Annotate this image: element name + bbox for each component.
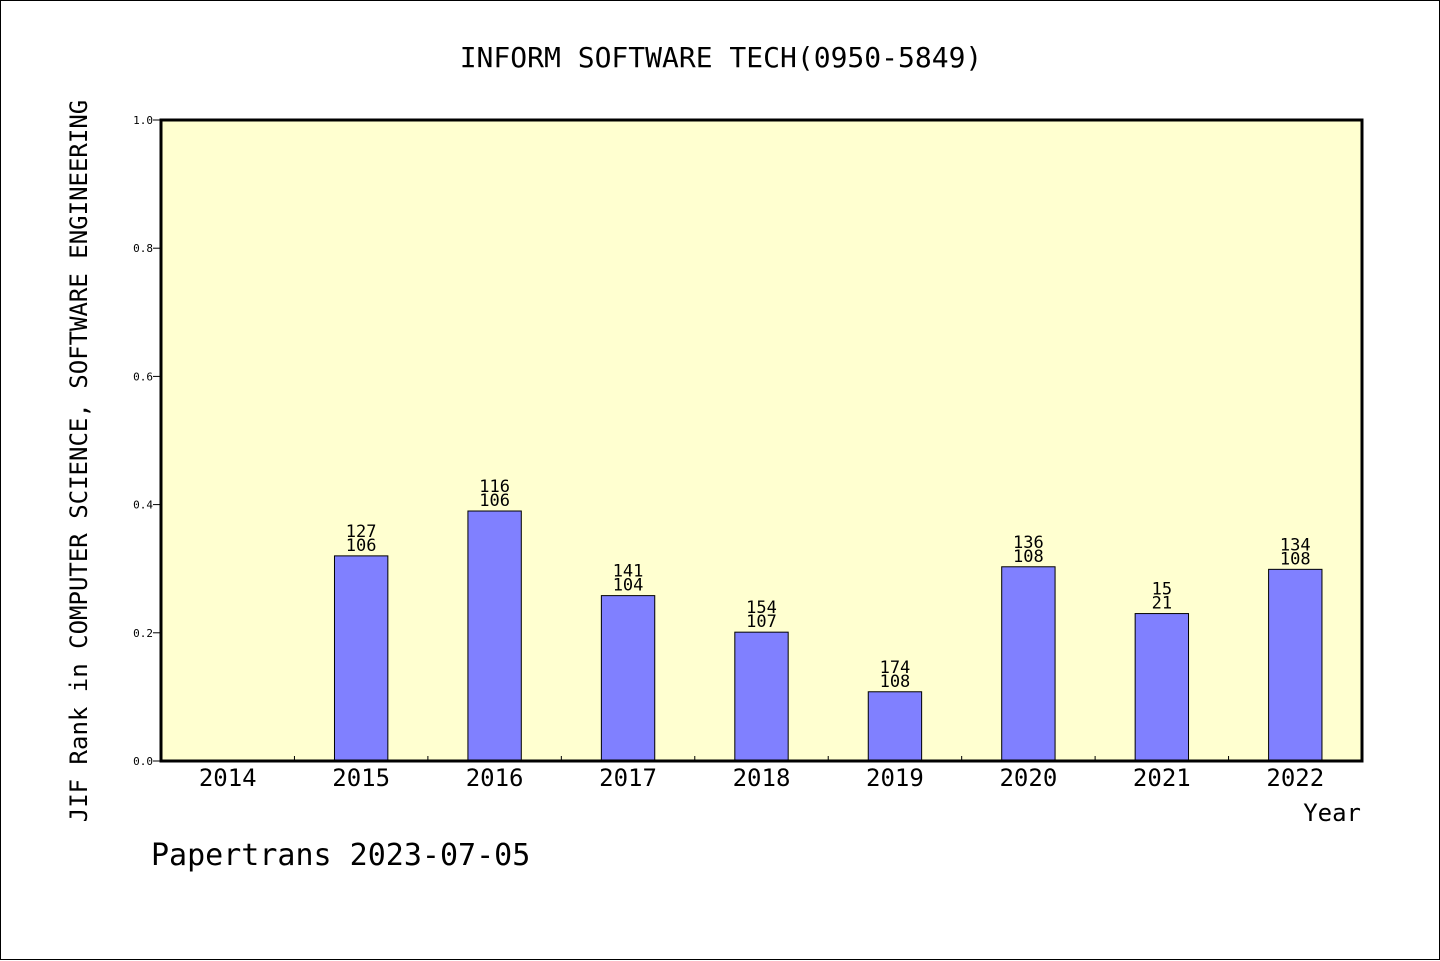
x-tick-label: 2019	[866, 764, 924, 792]
x-axis-label: Year	[1303, 799, 1361, 827]
x-tick-label: 2014	[199, 764, 257, 792]
bar-rank-label: 134	[1280, 535, 1311, 555]
x-tick-label: 2020	[999, 764, 1057, 792]
bar-rank-label: 15	[1152, 580, 1172, 600]
bar-2020	[1001, 566, 1056, 762]
bar-rank-label: 174	[880, 658, 911, 678]
x-tick-label: 2022	[1266, 764, 1324, 792]
y-tick-label: 0.4	[133, 499, 153, 512]
bar-rank-label: 136	[1013, 533, 1044, 553]
bars-group: 1271061161061411041541071741081361081521…	[333, 477, 1323, 762]
bar-2018	[734, 631, 789, 762]
bar-total-label: 106	[479, 491, 510, 511]
bar-rank-label: 141	[613, 562, 644, 582]
bar-2022	[1268, 568, 1323, 762]
x-ticks-group: 2014 2015 2016 2017 2018 2019 2020 2021 2022	[199, 756, 1324, 792]
y-axis-label: JIF Rank in COMPUTER SCIENCE, SOFTWARE E…	[65, 100, 93, 822]
bar-2019	[867, 691, 923, 762]
chart-title: INFORM SOFTWARE TECH(0950-5849)	[460, 41, 983, 74]
bar-total-label: 108	[1013, 547, 1044, 567]
x-tick-label: 2018	[733, 764, 791, 792]
x-tick-label: 2017	[599, 764, 657, 792]
bar-rank-label: 154	[746, 598, 777, 618]
x-tick-label: 2016	[466, 764, 524, 792]
y-tick-label: 0.6	[133, 370, 153, 383]
bar-total-label: 106	[346, 536, 377, 556]
bar-total-label: 108	[1280, 549, 1311, 569]
y-tick-label: 1.0	[133, 114, 153, 127]
y-tick-label: 0.2	[133, 627, 153, 640]
bar-2015	[333, 555, 389, 762]
footer-credit: Papertrans 2023-07-05	[151, 838, 530, 873]
plot-border	[159, 118, 1364, 763]
bar-total-label: 21	[1152, 594, 1172, 614]
y-tick-label: 0.0	[133, 755, 153, 768]
bar-total-label: 104	[613, 576, 644, 596]
x-tick-label: 2015	[332, 764, 390, 792]
bar-2016	[467, 510, 522, 762]
bar-2021	[1134, 613, 1190, 762]
bar-total-label: 108	[880, 672, 911, 692]
x-tick-label: 2021	[1133, 764, 1191, 792]
bar-2017	[600, 595, 656, 762]
bar-total-label: 107	[746, 612, 777, 632]
bar-rank-label: 116	[479, 477, 510, 497]
y-tick-label: 0.8	[133, 242, 153, 255]
y-ticks-group: 0.0 0.2 0.4 0.6 0.8 1.0	[133, 114, 161, 768]
bar-rank-label: 127	[346, 522, 377, 542]
